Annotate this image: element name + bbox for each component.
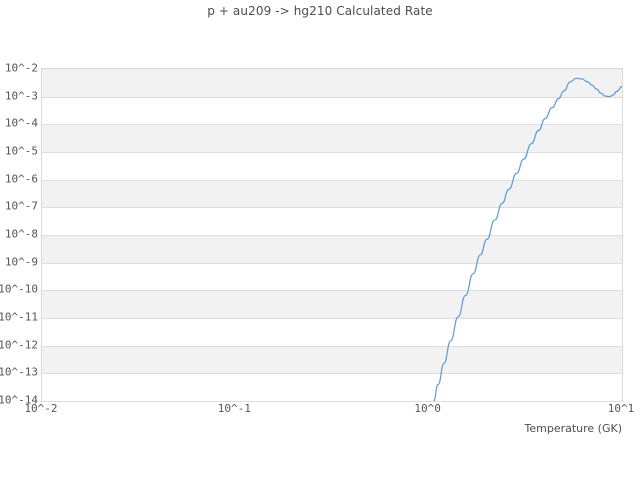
y-tick-label: 10^-4	[4, 116, 38, 130]
y-tick-label: 10^-9	[4, 255, 38, 269]
gridline-horizontal	[42, 97, 622, 98]
y-tick-label: 10^-6	[4, 172, 38, 186]
gridline-horizontal	[42, 401, 622, 402]
y-band-stripe	[42, 124, 622, 152]
y-tick-label: 10^-11	[0, 310, 38, 324]
y-tick-label: 10^-8	[4, 227, 38, 241]
x-tick-label: 10^1	[607, 402, 635, 415]
y-band-stripe	[42, 179, 622, 208]
x-tick-label: 10^-1	[217, 402, 251, 415]
gridline-horizontal	[42, 235, 622, 236]
gridline-horizontal	[42, 152, 622, 153]
y-tick-label: 10^-10	[0, 282, 38, 296]
y-tick-label: 10^-3	[4, 89, 38, 103]
gridline-horizontal	[42, 318, 622, 319]
chart-title: p + au209 -> hg210 Calculated Rate	[207, 4, 433, 18]
y-tick-label: 10^-12	[0, 338, 38, 352]
y-tick-label: 10^-5	[4, 144, 38, 158]
x-axis-title: Temperature (GK)	[524, 422, 623, 435]
y-band-stripe	[42, 290, 622, 318]
plot-area	[41, 68, 623, 402]
y-tick-label: 10^-13	[0, 365, 38, 379]
gridline-horizontal	[42, 373, 622, 374]
series-layer	[432, 77, 622, 401]
y-band-stripe	[42, 69, 622, 97]
gridline-horizontal	[42, 346, 622, 347]
y-band-stripe	[42, 235, 622, 263]
series-line-calculated-rate	[432, 77, 622, 401]
y-tick-label: 10^-7	[4, 199, 38, 213]
x-tick-label: 10^0	[414, 402, 441, 415]
y-tick-label: 10^-14	[0, 393, 38, 407]
gridline-horizontal	[42, 124, 622, 125]
gridline-horizontal	[42, 207, 622, 208]
y-axis-tick-labels: 10^-2 10^-3 10^-4 10^-5 10^-6 10^-7 10^-8 10^-9…	[0, 63, 41, 406]
gridline-horizontal	[42, 180, 622, 181]
gridlines	[42, 69, 622, 402]
x-tick-label: 10^-2	[24, 402, 58, 415]
x-axis-tick-labels: 10^-2 10^-1 10^0 10^1	[0, 402, 640, 422]
gridline-horizontal	[42, 290, 622, 291]
y-tick-label: 10^-2	[4, 61, 38, 75]
gridline-horizontal	[42, 263, 622, 264]
y-band-stripes	[42, 69, 622, 401]
y-band-stripe	[42, 345, 622, 374]
